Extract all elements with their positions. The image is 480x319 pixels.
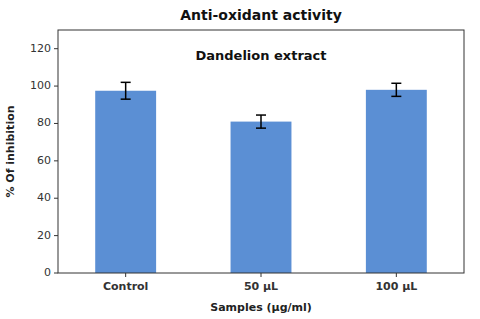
y-tick [54, 273, 58, 274]
x-tick [125, 273, 126, 277]
bar [231, 122, 292, 273]
plot-frame [58, 30, 464, 273]
chart-svg: 0 20 40 60 80 100 120 Control 50 μL 100 μL Samples… [0, 0, 480, 319]
error-line [125, 82, 127, 99]
y-tick [54, 123, 58, 124]
chart-container: 0 20 40 60 80 100 120 Control 50 μL 100 μL Samples… [0, 0, 480, 319]
y-tick-label: 40 [37, 191, 51, 204]
x-tick-label: 100 μL [375, 280, 417, 293]
y-tick [54, 86, 58, 87]
x-tick-label: Control [103, 280, 148, 293]
bars [95, 82, 427, 273]
error-bar [121, 82, 131, 99]
error-cap [121, 82, 131, 84]
y-tick [54, 235, 58, 236]
y-tick [54, 198, 58, 199]
error-line [396, 83, 398, 96]
error-cap [256, 114, 266, 116]
y-tick-label: 0 [44, 266, 51, 279]
y-tick-label: 120 [30, 42, 51, 55]
chart-title: Anti-oxidant activity [180, 7, 342, 23]
y-axis: 0 20 40 60 80 100 120 [30, 42, 58, 279]
y-axis-label: % Of inhibition [4, 105, 17, 197]
annotation: Dandelion extract [195, 48, 326, 63]
x-axis-label: Samples (μg/ml) [210, 301, 312, 314]
x-axis: Control 50 μL 100 μL [103, 273, 417, 293]
error-cap [391, 96, 401, 98]
x-tick [396, 273, 397, 277]
error-cap [391, 83, 401, 85]
error-line [260, 115, 262, 128]
bar [366, 90, 427, 273]
bar [95, 91, 156, 273]
error-bar [256, 115, 266, 128]
x-tick [261, 273, 262, 277]
y-tick-label: 20 [37, 229, 51, 242]
error-cap [256, 127, 266, 129]
y-tick-label: 60 [37, 154, 51, 167]
error-cap [121, 98, 131, 100]
y-tick-label: 100 [30, 79, 51, 92]
y-tick-label: 80 [37, 116, 51, 129]
error-bar [391, 83, 401, 96]
y-tick [54, 160, 58, 161]
x-tick-label: 50 μL [244, 280, 278, 293]
y-tick [54, 48, 58, 49]
